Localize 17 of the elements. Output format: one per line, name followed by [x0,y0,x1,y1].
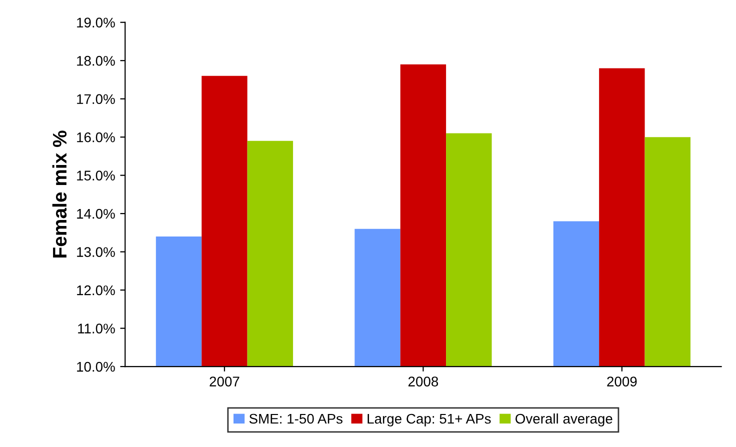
legend-label: Overall average [516,413,612,426]
y-tick-label: 15.0% [77,170,115,180]
y-tick-label: 10.0% [77,362,115,372]
y-tick-label: 12.0% [77,285,115,296]
y-tick-label: 13.0% [77,247,115,257]
y-tick-label: 16.0% [77,132,115,142]
legend-label: SME: 1-50 APs [249,414,342,424]
y-tick-label: 11.0% [78,324,115,334]
y-tick-label: 19.0% [77,18,115,28]
x-tick-label: 2007 [210,376,240,386]
y-tick-label: 18.0% [77,56,115,66]
y-tick-label: 17.0% [77,94,115,104]
y-axis-title: Female mix % [52,130,67,258]
x-tick-label: 2008 [408,376,438,386]
y-tick-label: 14.0% [77,208,115,219]
legend-label: Large Cap: 51+ APs [368,414,491,426]
x-tick-label: 2009 [607,376,637,386]
